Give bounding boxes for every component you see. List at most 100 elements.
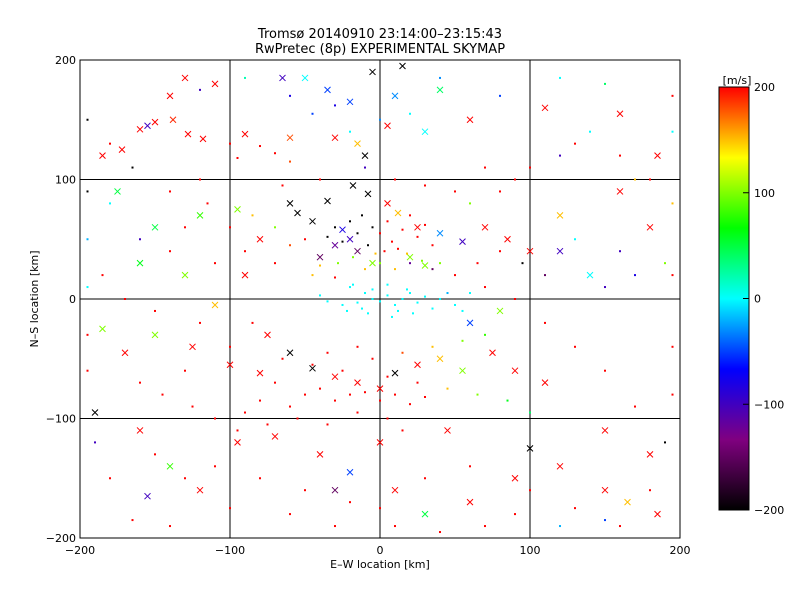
data-point-x	[504, 235, 511, 243]
data-point-x	[361, 152, 369, 159]
data-point-x	[364, 190, 372, 198]
data-point-dot	[446, 292, 449, 295]
data-point-dot	[304, 393, 306, 396]
x-tick-label: 200	[670, 544, 691, 557]
data-point-dot	[361, 214, 363, 217]
data-point-dot	[371, 288, 374, 291]
data-point-x	[369, 68, 376, 76]
colorbar-tick-label: 100	[754, 187, 775, 200]
data-point-dot	[506, 399, 509, 402]
data-point-dot	[304, 489, 306, 492]
data-point-x	[384, 200, 391, 207]
data-point-x	[586, 271, 594, 279]
y-tick-label: 200	[55, 54, 76, 67]
data-point-dot	[469, 202, 471, 205]
data-point-x	[556, 247, 564, 255]
data-point-dot	[559, 154, 561, 157]
data-point-dot	[161, 393, 164, 396]
data-point-dot	[484, 166, 486, 169]
data-point-dot	[406, 252, 408, 255]
data-point-dot	[476, 262, 479, 265]
data-point-x	[196, 211, 204, 219]
data-point-x	[616, 188, 624, 195]
data-point-x	[489, 349, 496, 357]
data-point-dot	[259, 145, 261, 148]
data-point-x	[384, 122, 391, 130]
data-point-x	[271, 433, 279, 440]
data-point-dot	[649, 489, 651, 492]
data-point-dot	[184, 226, 186, 229]
data-point-x	[646, 223, 654, 231]
data-point-dot	[352, 283, 354, 286]
data-point-dot	[86, 238, 89, 241]
data-point-dot	[604, 82, 606, 85]
data-point-dot	[274, 381, 276, 384]
data-point-x	[324, 197, 331, 205]
data-point-dot	[397, 247, 399, 250]
data-point-dot	[514, 513, 516, 516]
data-point-x	[144, 122, 151, 130]
data-point-dot	[244, 250, 246, 253]
data-point-dot	[326, 351, 329, 354]
data-point-dot	[401, 228, 404, 231]
data-point-x	[391, 486, 399, 494]
data-point-dot	[319, 294, 321, 297]
data-point-x	[114, 188, 121, 195]
data-point-x	[264, 331, 271, 339]
grid-lines	[80, 60, 680, 538]
data-point-dot	[349, 130, 351, 133]
data-point-dot	[334, 104, 336, 107]
data-point-dot	[326, 235, 329, 238]
data-points	[86, 62, 674, 534]
data-point-x	[526, 445, 534, 452]
data-point-dot	[356, 232, 359, 235]
data-point-x	[286, 200, 294, 207]
data-point-x	[309, 364, 316, 372]
data-point-x	[466, 116, 474, 124]
data-point-dot	[476, 393, 479, 396]
data-point-dot	[529, 166, 531, 169]
data-point-dot	[386, 294, 389, 297]
data-point-dot	[634, 274, 636, 277]
data-point-dot	[386, 375, 389, 378]
data-point-dot	[416, 301, 419, 304]
data-point-dot	[86, 286, 89, 289]
data-point-x	[541, 379, 549, 387]
data-point-dot	[379, 232, 381, 235]
data-point-x	[421, 262, 429, 269]
data-point-dot	[244, 411, 246, 414]
data-point-x	[256, 369, 264, 377]
data-point-x	[91, 409, 99, 416]
data-point-x	[624, 498, 631, 506]
data-point-dot	[341, 303, 344, 306]
data-point-x	[181, 271, 189, 279]
data-point-x	[556, 211, 564, 219]
data-point-dot	[371, 357, 374, 360]
data-point-dot	[574, 238, 576, 241]
data-point-dot	[416, 381, 419, 384]
data-point-x	[346, 98, 354, 106]
data-point-dot	[109, 142, 111, 145]
data-point-dot	[296, 417, 299, 420]
data-point-dot	[274, 262, 276, 265]
title-text: Tromsø 20140910 23:14:00–23:15:43	[257, 27, 502, 42]
data-point-dot	[574, 507, 576, 510]
data-point-dot	[619, 525, 621, 528]
data-point-dot	[446, 387, 449, 390]
data-point-dot	[386, 283, 389, 286]
data-point-dot	[199, 178, 201, 181]
x-axis-label: E–W location [km]	[330, 558, 430, 571]
chart-title: Tromsø 20140910 23:14:00–23:15:43 RwPret…	[255, 27, 505, 57]
data-point-dot	[304, 238, 306, 241]
data-point-dot	[454, 303, 456, 306]
data-point-dot	[184, 477, 186, 480]
data-point-dot	[391, 315, 393, 318]
data-point-x	[346, 235, 354, 243]
data-point-x	[354, 247, 361, 255]
data-point-x	[234, 206, 241, 213]
data-point-dot	[214, 262, 216, 265]
data-point-x	[436, 229, 444, 237]
data-point-x	[339, 226, 346, 234]
data-point-dot	[131, 519, 134, 522]
